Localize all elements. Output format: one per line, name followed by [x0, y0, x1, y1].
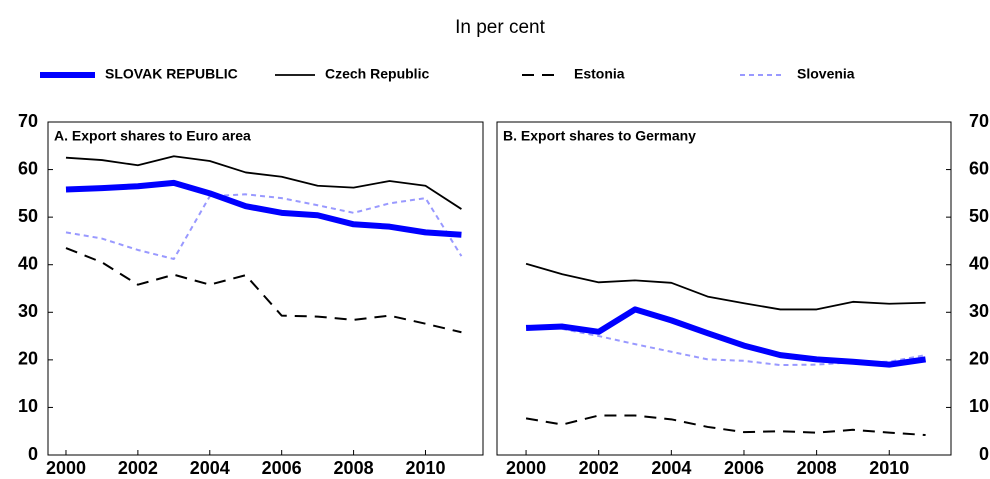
legend-label: Czech Republic [325, 66, 429, 82]
y-tick-label: 40 [969, 253, 989, 273]
y-tick-label: 0 [979, 444, 989, 464]
x-tick-label: 2008 [334, 458, 374, 478]
legend-label: Estonia [574, 66, 625, 82]
y-tick-label: 50 [969, 206, 989, 226]
series-line [65, 155, 462, 210]
y-tick-label: 0 [28, 444, 38, 464]
y-tick-label: 40 [18, 253, 38, 273]
x-tick-label: 2006 [262, 458, 302, 478]
y-tick-label: 10 [18, 396, 38, 416]
x-tick-label: 2004 [651, 458, 691, 478]
x-tick-label: 2010 [869, 458, 909, 478]
x-tick-label: 2002 [118, 458, 158, 478]
panel-title: A. Export shares to Euro area [54, 128, 251, 144]
y-tick-label: 20 [969, 349, 989, 369]
series-line [525, 306, 927, 368]
y-tick-label: 10 [969, 396, 989, 416]
x-tick-label: 2000 [506, 458, 546, 478]
chart-title: In per cent [455, 17, 545, 38]
y-tick-label: 20 [18, 349, 38, 369]
y-tick-label: 70 [969, 111, 989, 131]
plot-frame [496, 121, 952, 456]
y-tick-label: 60 [969, 158, 989, 178]
series-line [525, 414, 926, 437]
series-line [65, 193, 463, 261]
legend-label: Slovenia [797, 66, 855, 82]
y-tick-label: 30 [18, 301, 38, 321]
y-tick-label: 30 [969, 301, 989, 321]
x-tick-label: 2004 [190, 458, 230, 478]
x-tick-label: 2002 [579, 458, 619, 478]
y-tick-label: 50 [18, 206, 38, 226]
y-tick-label: 70 [18, 111, 38, 131]
y-tick-label: 60 [18, 158, 38, 178]
legend-label: SLOVAK REPUBLIC [105, 66, 238, 82]
x-tick-label: 2000 [46, 458, 86, 478]
series-line [65, 179, 462, 238]
series-line [525, 262, 926, 311]
x-tick-label: 2006 [724, 458, 764, 478]
x-tick-label: 2010 [405, 458, 445, 478]
x-tick-label: 2008 [797, 458, 837, 478]
series-line [65, 247, 462, 334]
plot-frame [47, 121, 484, 456]
panel-title: B. Export shares to Germany [503, 128, 696, 144]
